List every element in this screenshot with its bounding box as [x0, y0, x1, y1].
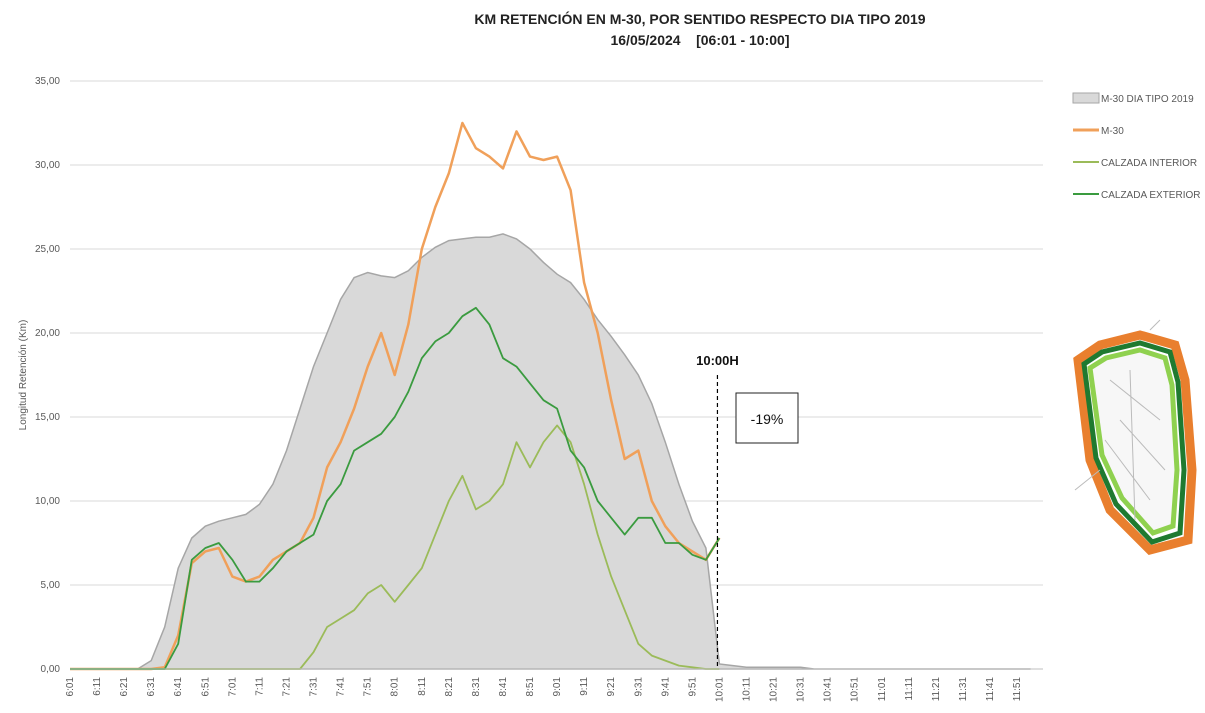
x-tick-label: 9:41	[660, 677, 671, 697]
line	[70, 121, 721, 671]
y-tick-label: 0,00	[41, 664, 61, 675]
x-tick-label: 10:11	[742, 677, 753, 702]
chart-title: KM RETENCIÓN EN M-30, POR SENTIDO RESPEC…	[474, 10, 925, 27]
x-tick-label: 9:11	[579, 677, 590, 696]
x-tick-label: 6:51	[200, 677, 211, 697]
x-tick-label: 9:21	[606, 677, 617, 697]
x-tick-label: 6:31	[146, 677, 157, 697]
marker-label: 10:00H	[696, 353, 739, 368]
x-tick-label: 6:11	[92, 677, 103, 696]
legend-label: M-30 DIA TIPO 2019	[1101, 94, 1194, 105]
x-tick-label: 8:51	[525, 677, 536, 697]
x-tick-label: 7:31	[309, 677, 320, 697]
y-tick-label: 30,00	[35, 160, 60, 171]
x-tick-label: 10:51	[850, 677, 861, 702]
map-icon	[1073, 319, 1197, 556]
map-interior-ring	[1087, 347, 1180, 536]
x-tick-label: 8:11	[417, 677, 428, 696]
x-tick-label: 10:31	[796, 677, 807, 702]
x-tick-label: 7:01	[227, 677, 238, 697]
plot-area	[70, 80, 1043, 671]
x-tick-label: 11:31	[958, 677, 969, 702]
chart-subtitle: 16/05/2024 [06:01 - 10:00]	[610, 32, 789, 48]
x-tick-label: 6:41	[173, 677, 184, 697]
legend-label: CALZADA INTERIOR	[1101, 158, 1197, 169]
legend-label: M-30	[1101, 126, 1124, 137]
y-tick-label: 10,00	[35, 496, 60, 507]
x-tick-label: 9:51	[687, 677, 698, 697]
x-tick-label: 7:11	[254, 677, 265, 696]
x-tick-label: 6:01	[65, 677, 76, 697]
area	[70, 233, 1031, 670]
legend-swatch	[1072, 92, 1100, 104]
x-tick-label: 11:51	[1012, 677, 1023, 702]
y-tick-label: 20,00	[35, 328, 60, 339]
map-outer-ring	[1073, 330, 1197, 556]
annotation-text: -19%	[751, 411, 784, 427]
y-tick-label: 25,00	[35, 244, 60, 255]
x-tick-label: 9:01	[552, 677, 563, 697]
x-tick-label: 10:21	[769, 677, 780, 702]
x-tick-label: 11:41	[985, 677, 996, 702]
x-tick-label: 8:21	[444, 677, 455, 697]
x-tick-label: 10:41	[823, 677, 834, 702]
x-tick-label: 7:51	[363, 677, 374, 697]
y-axis-label: Longitud Retención (Km)	[18, 320, 29, 431]
x-tick-label: 9:31	[633, 677, 644, 697]
x-tick-label: 11:01	[877, 677, 888, 702]
map-exterior-ring	[1081, 340, 1187, 545]
x-tick-label: 11:21	[931, 677, 942, 702]
x-tick-label: 6:21	[119, 677, 130, 697]
x-tick-label: 7:21	[281, 677, 292, 697]
x-tick-label: 7:41	[336, 677, 347, 697]
x-tick-label: 8:41	[498, 677, 509, 697]
x-tick-label: 10:01	[714, 677, 725, 702]
legend-label: CALZADA EXTERIOR	[1101, 190, 1200, 201]
map-roads	[1074, 319, 1166, 521]
x-tick-label: 8:31	[471, 677, 482, 697]
x-tick-label: 11:11	[904, 677, 915, 701]
line	[70, 306, 721, 670]
y-tick-label: 35,00	[35, 76, 60, 87]
y-tick-label: 15,00	[35, 412, 60, 423]
y-tick-label: 5,00	[41, 580, 61, 591]
x-tick-label: 8:01	[390, 677, 401, 697]
annotation-box	[735, 392, 799, 444]
